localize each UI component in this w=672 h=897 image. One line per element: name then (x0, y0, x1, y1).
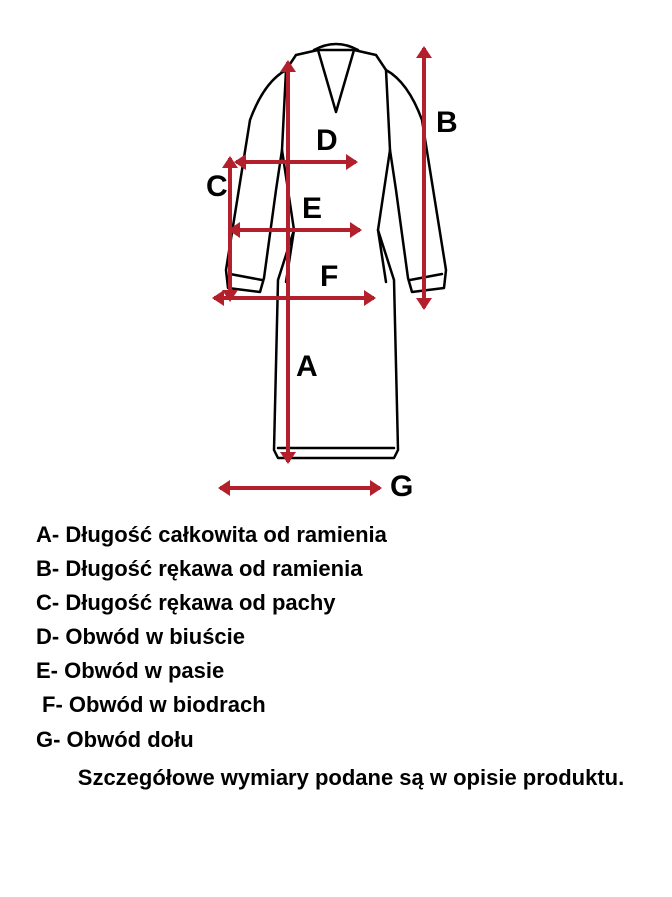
legend-item: D- Obwód w biuście (20, 620, 652, 654)
legend-item: F- Obwód w biodrach (20, 688, 652, 722)
arrow-F (214, 296, 374, 300)
legend: A- Długość całkowita od ramieniaB- Długo… (0, 510, 672, 757)
arrow-D (236, 160, 356, 164)
arrow-A (286, 62, 290, 462)
label-G: G (390, 470, 413, 504)
label-C: C (206, 170, 228, 204)
label-D: D (316, 124, 338, 158)
arrow-G (220, 486, 380, 490)
arrow-E (230, 228, 360, 232)
label-B: B (436, 106, 458, 140)
legend-item: E- Obwód w pasie (20, 654, 652, 688)
footer-note: Szczegółowe wymiary podane są w opisie p… (0, 757, 672, 793)
label-F: F (320, 260, 338, 294)
legend-item: B- Długość rękawa od ramienia (20, 552, 652, 586)
label-E: E (302, 192, 322, 226)
legend-item: A- Długość całkowita od ramienia (20, 518, 652, 552)
legend-item: G- Obwód dołu (20, 723, 652, 757)
legend-item: C- Długość rękawa od pachy (20, 586, 652, 620)
label-A: A (296, 350, 318, 384)
arrow-B (422, 48, 426, 308)
measurement-diagram: A B C DEF G (0, 0, 672, 510)
